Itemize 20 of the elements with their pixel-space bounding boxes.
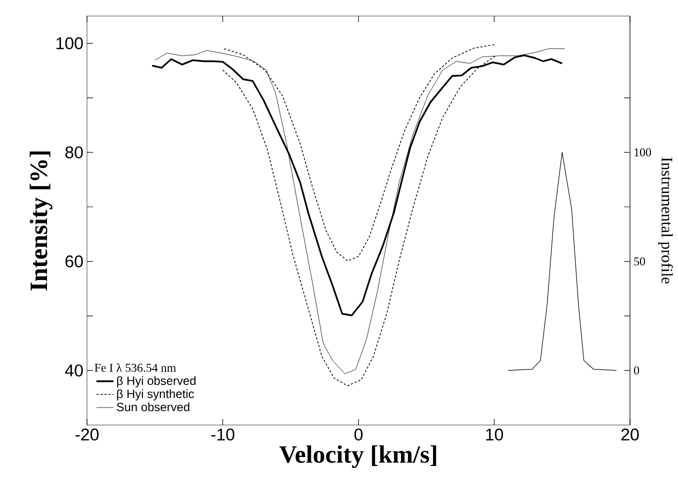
y-tick-label: 100 <box>56 37 83 50</box>
x-tick-label: -20 <box>76 428 99 441</box>
x-tick-label: -10 <box>211 428 234 441</box>
y-tick-label: 80 <box>65 146 83 158</box>
legend-label: β Hyi synthetic <box>117 389 194 400</box>
x-tick-label: 20 <box>621 428 639 441</box>
y2-tick-label: 100 <box>634 148 651 156</box>
y-axis-title: Intensity [%] <box>30 151 52 291</box>
x-tick-label: 0 <box>354 428 363 441</box>
x-tick-label: 10 <box>486 428 504 441</box>
line-series <box>508 152 617 371</box>
x-axis-title: Velocity [km/s] <box>279 445 436 468</box>
y2-tick-label: 0 <box>634 366 640 374</box>
legend-title: Fe I λ 536.54 nm <box>94 363 176 372</box>
legend-label: Sun observed <box>116 402 190 412</box>
legend-label: β Hyi observed <box>117 376 196 388</box>
y-tick-label: 60 <box>66 255 83 268</box>
y2-axis-title: Instrumental profile <box>658 158 673 284</box>
y-tick-label: 40 <box>65 364 83 376</box>
y2-tick-label: 50 <box>634 257 646 266</box>
